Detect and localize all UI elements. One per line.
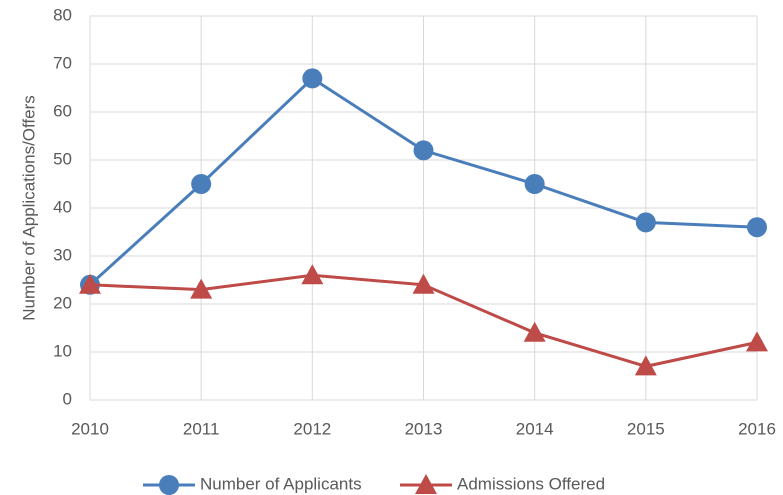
legend-label: Admissions Offered <box>457 474 605 493</box>
x-tick-label: 2015 <box>627 419 665 438</box>
marker <box>301 264 324 285</box>
marker <box>191 174 212 194</box>
marker <box>190 278 213 299</box>
y-tick-label: 40 <box>53 197 72 216</box>
x-tick-label: 2016 <box>738 419 776 438</box>
marker <box>746 331 768 352</box>
x-tick-label: 2012 <box>293 419 331 438</box>
x-tick-label: 2014 <box>516 419 554 438</box>
y-axis-label: Number of Applications/Offers <box>19 95 38 321</box>
x-tick-label: 2011 <box>183 419 220 438</box>
y-tick-label: 80 <box>53 5 72 24</box>
marker <box>79 273 101 294</box>
marker <box>412 273 435 294</box>
marker <box>634 355 657 376</box>
y-tick-label: 60 <box>53 101 72 120</box>
y-tick-label: 10 <box>53 341 72 360</box>
marker <box>159 475 179 495</box>
x-tick-label: 2013 <box>405 419 443 438</box>
marker <box>302 68 323 89</box>
legend-label: Number of Applicants <box>200 474 362 493</box>
x-tick-label: 2010 <box>71 419 109 438</box>
marker <box>413 140 434 161</box>
y-tick-label: 0 <box>63 389 72 408</box>
marker <box>635 212 656 233</box>
marker <box>747 217 767 238</box>
y-tick-label: 70 <box>53 53 72 72</box>
marker <box>415 474 437 494</box>
y-tick-label: 20 <box>53 293 72 312</box>
marker <box>523 321 546 342</box>
marker <box>524 174 545 194</box>
y-tick-label: 30 <box>53 245 72 264</box>
y-tick-label: 50 <box>53 149 72 168</box>
